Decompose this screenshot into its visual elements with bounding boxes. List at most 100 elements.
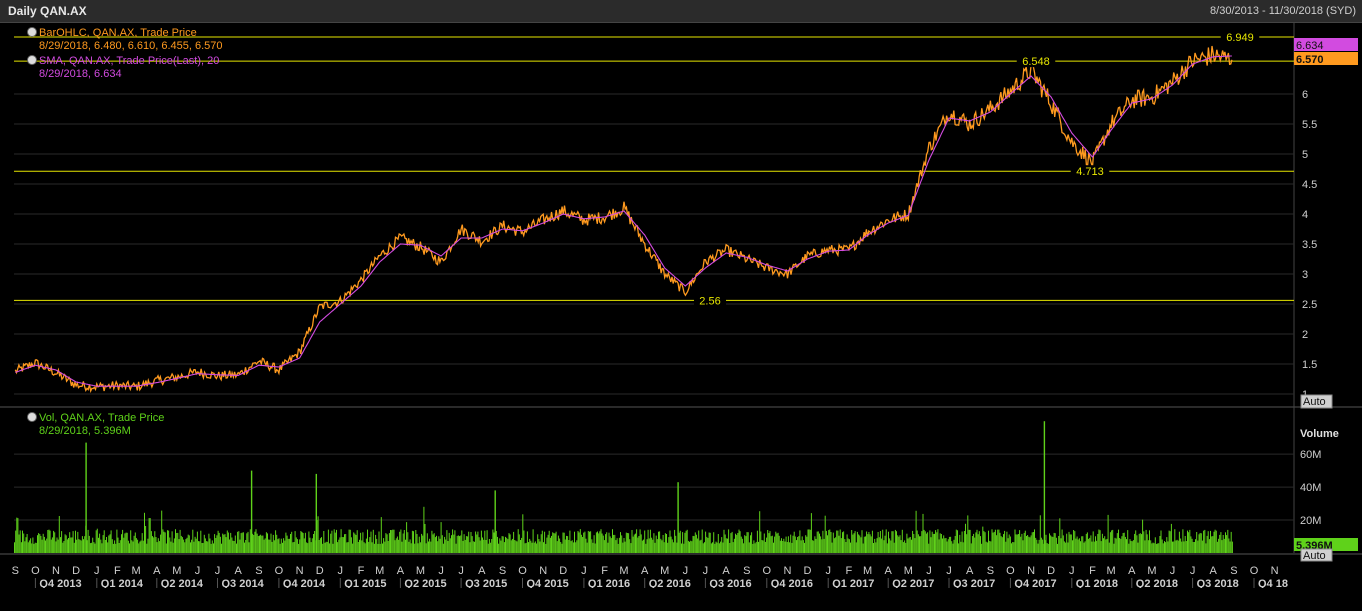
volume-auto-button[interactable] (1300, 548, 1333, 562)
volume-bar (998, 529, 1000, 553)
volume-bar (462, 540, 464, 553)
sma-series-line[interactable] (15, 55, 1232, 387)
volume-bar (160, 534, 162, 553)
volume-bar (586, 542, 588, 553)
volume-bar (317, 516, 319, 553)
quarter-tick-label: Q4 18 (1258, 578, 1288, 588)
volume-bar (293, 542, 295, 553)
volume-bar (624, 541, 626, 553)
volume-bar (191, 539, 193, 553)
month-tick-label: A (1210, 565, 1218, 577)
legend-toggle-icon[interactable] (27, 27, 37, 37)
volume-bar (911, 539, 912, 553)
volume-bar (1145, 529, 1147, 553)
volume-bar (1119, 538, 1121, 553)
volume-bar (111, 539, 113, 553)
volume-bar (764, 541, 766, 553)
volume-bar (617, 543, 619, 553)
volume-bar (669, 530, 671, 553)
volume-bar (54, 532, 56, 553)
volume-bar (838, 535, 840, 553)
volume-bar (130, 530, 132, 553)
volume-bar (142, 540, 144, 553)
level-label: 6.949 (1226, 32, 1254, 44)
volume-bar (184, 542, 186, 553)
volume-bar (194, 536, 196, 553)
volume-bar (925, 533, 927, 553)
volume-bar (1045, 534, 1047, 553)
volume-bar (249, 529, 251, 553)
volume-bar (1130, 540, 1132, 553)
volume-bar (913, 534, 915, 553)
price-tick-label: 4.5 (1302, 179, 1317, 191)
volume-bar (888, 531, 889, 553)
volume-auto-label[interactable]: Auto (1303, 550, 1326, 562)
volume-bar (1212, 536, 1214, 553)
volume-bar (524, 543, 526, 553)
month-tick-label: M (172, 565, 181, 577)
volume-bar (965, 523, 966, 553)
legend-toggle-icon[interactable] (27, 55, 37, 65)
volume-bar (99, 533, 101, 553)
volume-bar (474, 541, 475, 553)
volume-bar (882, 529, 884, 553)
date-range-label[interactable]: 8/30/2013 - 11/30/2018 (SYD) (1210, 5, 1356, 17)
legend-series2-name[interactable]: SMA, QAN.AX, Trade Price(Last), 20 (39, 55, 219, 67)
volume-bar (1107, 514, 1109, 553)
volume-bar (1073, 530, 1075, 553)
volume-bar (881, 538, 883, 553)
volume-bar (628, 533, 630, 553)
grid-lines (0, 23, 1362, 553)
volume-bar (145, 526, 147, 553)
month-tick-label: J (946, 565, 952, 577)
month-tick-label: N (52, 565, 60, 577)
volume-bar (1213, 531, 1215, 553)
volume-bar (518, 534, 520, 553)
volume-bar (452, 529, 454, 553)
month-tick-label: J (703, 565, 709, 577)
volume-bar (682, 532, 684, 553)
volume-bar (448, 532, 450, 553)
volume-bar (952, 543, 954, 553)
volume-bar (356, 530, 358, 553)
volume-spike-bar (494, 490, 496, 553)
volume-bar (717, 534, 719, 553)
price-auto-label[interactable]: Auto (1303, 396, 1326, 408)
legend-toggle-icon[interactable] (27, 412, 37, 422)
volume-bar (576, 540, 578, 553)
volume-bar (592, 542, 594, 553)
volume-bar (893, 542, 895, 553)
volume-bar (1153, 543, 1155, 553)
volume-bar (158, 541, 160, 553)
legend-series1-name[interactable]: BarOHLC, QAN.AX, Trade Price (39, 27, 197, 39)
volume-bar (1105, 539, 1107, 553)
volume-bar (906, 533, 908, 553)
volume-bar (256, 533, 258, 553)
volume-bar (584, 531, 586, 553)
volume-bar (645, 543, 647, 553)
volume-bar (480, 530, 482, 553)
volume-legend-name[interactable]: Vol, QAN.AX, Trade Price (39, 412, 164, 424)
volume-bar (836, 530, 838, 553)
volume-bar (962, 542, 964, 553)
price-auto-button[interactable] (1300, 394, 1333, 409)
volume-bar (1023, 532, 1025, 553)
volume-bar (1211, 536, 1213, 553)
volume-bar (426, 533, 428, 553)
volume-bar (58, 516, 60, 553)
volume-bar (49, 530, 51, 553)
volume-bar (909, 537, 911, 553)
volume-bar (1169, 531, 1171, 553)
volume-bar (776, 533, 778, 553)
volume-bar (242, 532, 244, 553)
volume-bar (1085, 533, 1087, 553)
volume-bar (304, 532, 306, 553)
volume-bars (14, 421, 1233, 553)
volume-bar (429, 538, 431, 553)
volume-bar (209, 538, 211, 553)
volume-bar (901, 529, 903, 553)
price-series-line[interactable] (14, 45, 1233, 394)
volume-bar (722, 542, 724, 553)
